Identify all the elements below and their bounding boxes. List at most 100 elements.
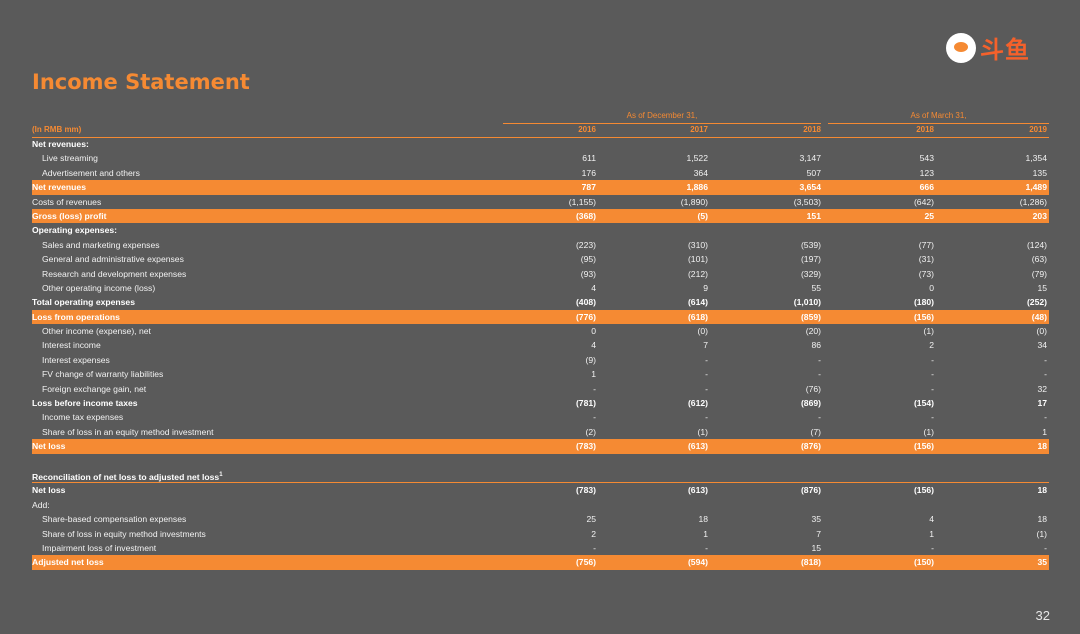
cell-value: 0 (591, 326, 596, 337)
cell-value: - (593, 412, 596, 423)
group-header-december: As of December 31, (503, 111, 821, 124)
cell-value: (150) (913, 557, 934, 568)
table-row: General and administrative expenses (95) (… (32, 252, 1049, 266)
cell-value: (156) (913, 311, 934, 322)
cell-value: 3,147 (799, 153, 821, 164)
cell-value: 507 (806, 167, 821, 178)
row-label: Advertisement and others (42, 167, 140, 178)
table-row: Interest income 4 7 86 2 34 (32, 338, 1049, 352)
cell-value: - (818, 369, 821, 380)
cell-value: 1 (1042, 426, 1047, 437)
row-label: Other income (expense), net (42, 326, 151, 337)
cell-value: 18 (1037, 485, 1047, 496)
cell-value: - (705, 383, 708, 394)
cell-value: (1,890) (680, 196, 708, 207)
cell-value: (101) (687, 254, 708, 265)
table-row: Share-based compensation expenses 25 18 35 4… (32, 512, 1049, 526)
cell-value: (48) (1031, 311, 1047, 322)
cell-value: (154) (913, 398, 934, 409)
douyu-logo: 斗鱼 (946, 30, 1030, 65)
cell-value: (73) (918, 268, 934, 279)
cell-value: (1) (923, 326, 934, 337)
cell-value: (0) (1036, 326, 1047, 337)
cell-value: - (931, 369, 934, 380)
cell-value: 123 (919, 167, 934, 178)
cell-value: - (593, 542, 596, 553)
cell-value: (1,155) (568, 196, 596, 207)
table-row: Other operating income (loss) 4 9 55 0 15 (32, 281, 1049, 295)
cell-value: - (593, 383, 596, 394)
cell-value: 32 (1037, 383, 1047, 394)
row-label: Other operating income (loss) (42, 282, 156, 293)
cell-value: (613) (687, 485, 708, 496)
cell-value: 787 (581, 182, 596, 193)
cell-value: (368) (575, 210, 596, 221)
cell-value: 18 (698, 514, 708, 525)
cell-value: (156) (913, 441, 934, 452)
year-header: 2018 (916, 125, 934, 134)
cell-value: (408) (575, 297, 596, 308)
table-row: Live streaming 611 1,522 3,147 543 1,354 (32, 151, 1049, 165)
cell-value: (1) (1036, 528, 1047, 539)
cell-value: 1 (703, 528, 708, 539)
cell-value: (876) (800, 441, 821, 452)
cell-value: (20) (805, 326, 821, 337)
table-row: Gross (loss) profit (368) (5) 151 25 203 (32, 208, 1049, 224)
logo-text: 斗鱼 (980, 36, 1030, 64)
table-row: Costs of revenues (1,155) (1,890) (3,503) (6… (32, 195, 1049, 209)
row-label: Interest expenses (42, 354, 110, 365)
row-label-wrap: Reconciliation of net loss to adjusted n… (32, 468, 223, 484)
cell-value: 151 (806, 210, 821, 221)
row-label: General and administrative expenses (42, 254, 184, 265)
table-row: Total operating expenses (408) (614) (1,010… (32, 295, 1049, 309)
row-label: FV change of warranty liabilities (42, 369, 164, 380)
cell-value: (223) (575, 239, 596, 250)
cell-value: - (931, 354, 934, 365)
cell-value: - (705, 412, 708, 423)
row-label: Research and development expenses (42, 268, 187, 279)
cell-value: (124) (1026, 239, 1047, 250)
cell-value: - (705, 542, 708, 553)
cell-value: 18 (1037, 441, 1047, 452)
page-number: 32 (1035, 608, 1050, 623)
cell-value: 1 (591, 369, 596, 380)
cell-value: (876) (800, 485, 821, 496)
cell-value: (614) (687, 297, 708, 308)
group-header-march: As of March 31, (828, 111, 1049, 124)
year-header: 2018 (803, 125, 821, 134)
row-label: Net loss (32, 441, 66, 452)
row-label: Loss before income taxes (32, 398, 138, 409)
cell-value: 15 (1037, 282, 1047, 293)
cell-value: (156) (913, 485, 934, 496)
cell-value: 7 (816, 528, 821, 539)
year-header: 2019 (1029, 125, 1047, 134)
cell-value: 1,489 (1025, 182, 1047, 193)
table-row: Net revenues 787 1,886 3,654 666 1,489 (32, 180, 1049, 195)
cell-value: (79) (1031, 268, 1047, 279)
table-spacer (32, 454, 1049, 468)
table-row: Net revenues: (32, 137, 1049, 151)
table-row: Net loss (783) (613) (876) (156) 18 (32, 483, 1049, 497)
cell-value: 611 (582, 153, 596, 164)
cell-value: 203 (1032, 210, 1047, 221)
cell-value: 1,886 (686, 182, 708, 193)
cell-value: 17 (1037, 398, 1047, 409)
row-label: Operating expenses: (32, 225, 118, 236)
cell-value: (252) (1026, 297, 1047, 308)
table-row: Loss before income taxes (781) (612) (869) (… (32, 396, 1049, 410)
cell-value: 176 (581, 167, 596, 178)
cell-value: (818) (800, 557, 821, 568)
cell-value: (2) (585, 426, 596, 437)
row-label: Net loss (32, 485, 66, 496)
table-row: Reconciliation of net loss to adjusted n… (32, 468, 1049, 484)
table-row: Advertisement and others 176 364 507 123 135 (32, 166, 1049, 180)
row-label: Share of loss in an equity method invest… (42, 426, 214, 437)
row-label: Share of loss in equity method investmen… (42, 528, 206, 539)
cell-value: 1,354 (1025, 153, 1047, 164)
page-title: Income Statement (32, 70, 250, 94)
cell-value: (776) (575, 311, 596, 322)
cell-value: 25 (586, 514, 596, 525)
row-label: Net revenues: (32, 139, 89, 149)
cell-value: - (705, 354, 708, 365)
cell-value: 1,522 (686, 153, 708, 164)
